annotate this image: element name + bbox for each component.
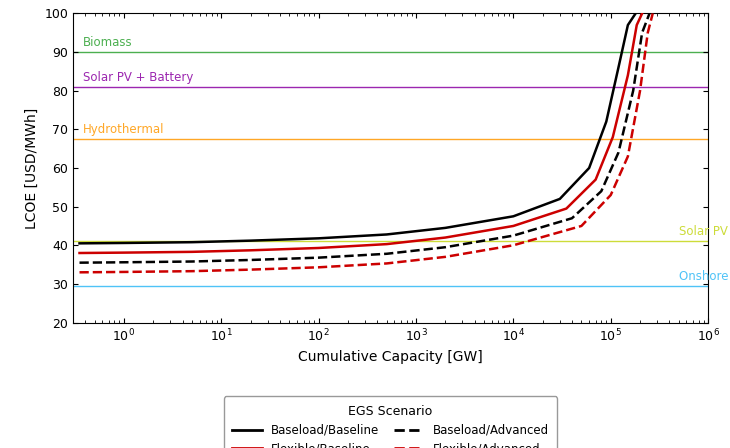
Text: Solar PV + Battery: Solar PV + Battery [83, 71, 193, 84]
Text: Solar PV: Solar PV [679, 225, 728, 238]
Text: Onshore Wind: Onshore Wind [679, 270, 730, 283]
Text: Biomass: Biomass [83, 36, 133, 49]
Legend: Baseload/Baseline, Flexible/Baseline, Baseload/Advanced, Flexible/Advanced: Baseload/Baseline, Flexible/Baseline, Ba… [224, 396, 557, 448]
X-axis label: Cumulative Capacity [GW]: Cumulative Capacity [GW] [298, 349, 483, 364]
Y-axis label: LCOE [USD/MWh]: LCOE [USD/MWh] [25, 108, 39, 228]
Text: Hydrothermal: Hydrothermal [83, 123, 164, 136]
